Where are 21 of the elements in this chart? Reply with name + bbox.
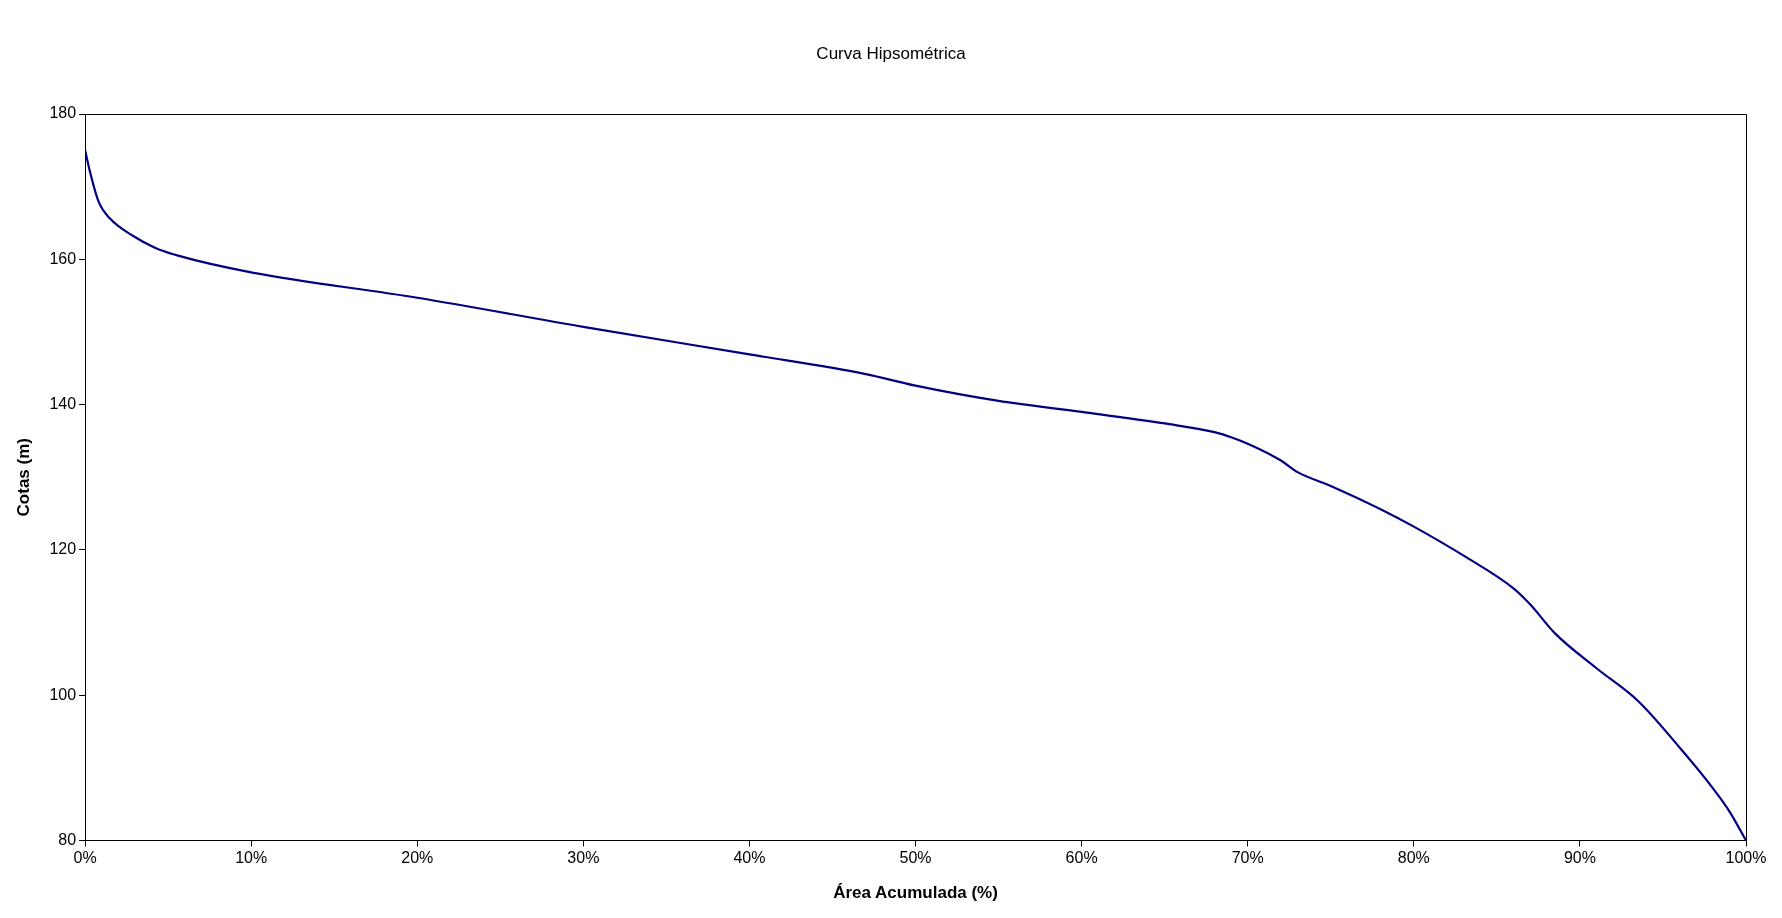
x-tick-label: 0%	[73, 849, 97, 867]
x-tick-label: 70%	[1231, 849, 1264, 867]
x-axis-title: Área Acumulada (%)	[833, 883, 998, 903]
x-tick-label: 50%	[899, 849, 932, 867]
y-axis-title: Cotas (m)	[13, 438, 33, 517]
x-tick-label: 30%	[567, 849, 600, 867]
x-tick-label: 20%	[401, 849, 434, 867]
y-tick-label: 180	[49, 104, 77, 122]
y-tick-label: 100	[49, 685, 77, 703]
y-tick-label: 140	[49, 394, 77, 412]
x-tick-label: 40%	[733, 849, 766, 867]
y-tick-label: 120	[49, 540, 77, 558]
line-series	[85, 149, 1746, 841]
x-tick-label: 100%	[1725, 849, 1767, 867]
y-tick-label: 80	[58, 830, 77, 848]
y-tick-label: 160	[49, 249, 77, 267]
chart-title: Curva Hipsométrica	[815, 44, 967, 64]
x-tick-label: 80%	[1397, 849, 1430, 867]
x-tick-label: 90%	[1563, 849, 1596, 867]
x-tick-label: 60%	[1065, 849, 1098, 867]
x-tick-label: 10%	[235, 849, 268, 867]
